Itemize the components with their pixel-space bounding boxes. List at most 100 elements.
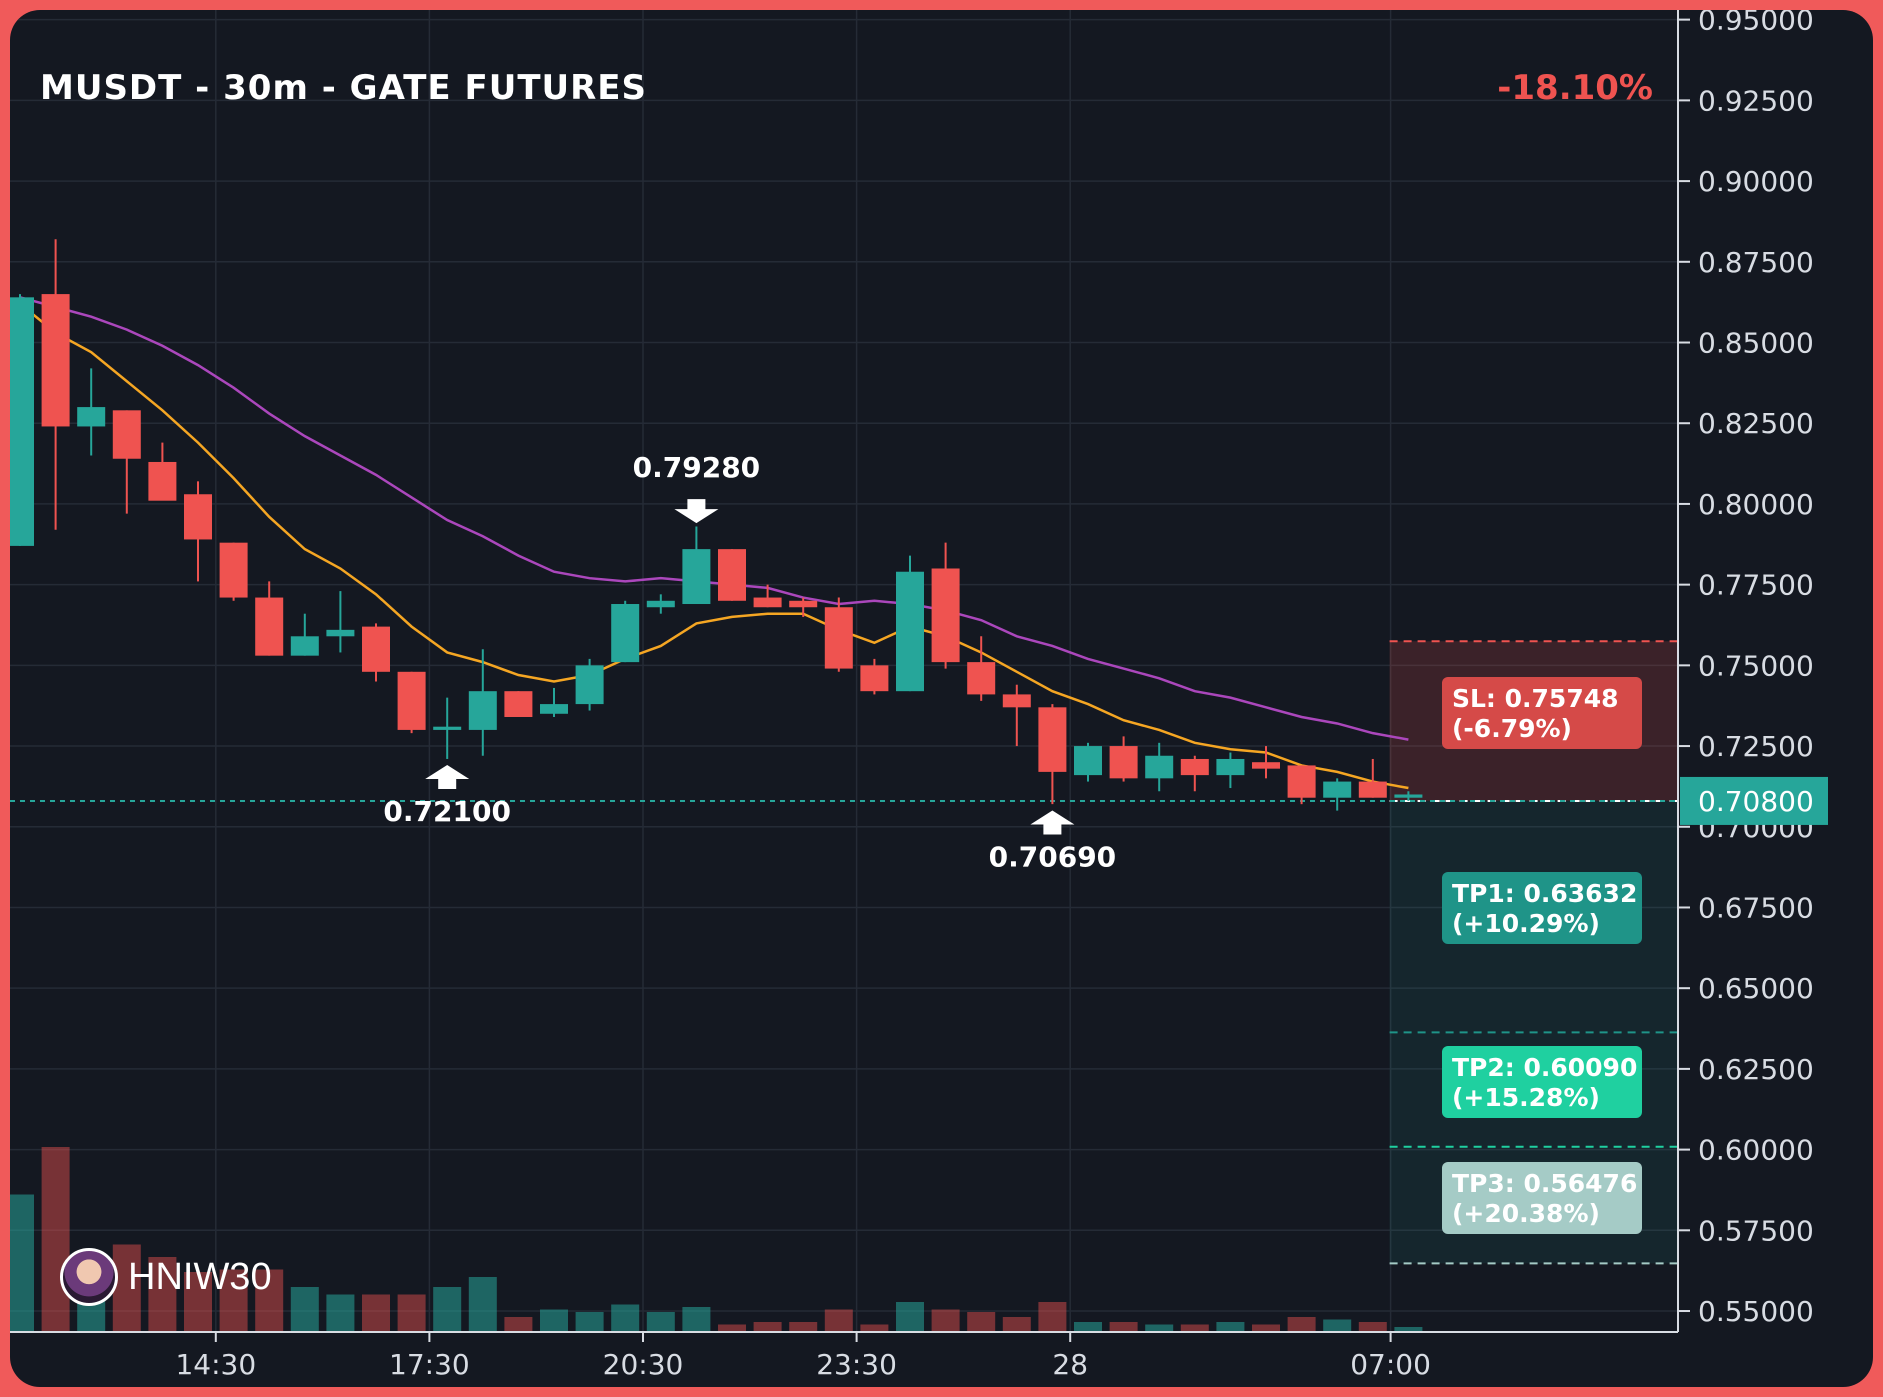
- candle: [1216, 752, 1245, 789]
- candle-body: [1145, 755, 1174, 779]
- tp1-percent: (+10.29%): [1452, 909, 1600, 938]
- y-tick-label: 0.87500: [1698, 246, 1814, 279]
- ma-fast-line: [19, 302, 1409, 790]
- arrow-down-icon: [674, 499, 719, 524]
- x-tick-label: 28: [1052, 1348, 1088, 1381]
- volume-bar: [824, 1309, 853, 1332]
- chart-title: MUSDT - 30m - GATE FUTURES: [40, 68, 648, 108]
- candle-body: [219, 542, 248, 598]
- candle-body: [646, 600, 675, 608]
- sl-percent: (-6.79%): [1452, 714, 1572, 743]
- candle-body: [682, 549, 711, 605]
- volume-bar: [682, 1307, 711, 1332]
- candle: [184, 481, 212, 582]
- candle: [10, 294, 34, 546]
- candle: [41, 239, 70, 530]
- candle: [148, 442, 177, 501]
- candle-body: [326, 629, 355, 637]
- candle: [112, 410, 141, 514]
- volume-bar: [362, 1294, 390, 1332]
- candle: [1145, 742, 1174, 792]
- candle-body: [290, 636, 319, 656]
- volume-bar: [896, 1302, 924, 1332]
- candle-body: [1109, 746, 1138, 779]
- candle-body: [967, 662, 996, 695]
- candle-body: [896, 571, 924, 692]
- y-tick-label: 0.57500: [1698, 1214, 1814, 1247]
- candle-body: [1180, 758, 1209, 776]
- volume-bar: [255, 1269, 284, 1332]
- candle-body: [504, 691, 533, 718]
- candle-body: [860, 665, 889, 692]
- candle: [718, 549, 746, 601]
- tp3-label: TP3: 0.56476: [1452, 1169, 1637, 1198]
- x-tick-label: 23:30: [816, 1348, 897, 1381]
- candle: [1002, 684, 1031, 747]
- volume-bar: [540, 1309, 568, 1332]
- y-tick-label: 0.82500: [1698, 407, 1814, 440]
- candle-body: [362, 626, 390, 672]
- candle-body: [1252, 762, 1280, 769]
- candle: [860, 658, 889, 695]
- volume-bar: [575, 1312, 604, 1332]
- candle: [1109, 736, 1138, 782]
- candle: [290, 613, 319, 656]
- sl-label: SL: 0.75748: [1452, 684, 1619, 713]
- candle: [611, 600, 640, 663]
- candle: [931, 542, 960, 669]
- candle: [1180, 755, 1209, 792]
- candle-body: [753, 597, 782, 608]
- candle-body: [397, 671, 426, 730]
- candle-body: [148, 461, 177, 501]
- candle-body: [575, 665, 604, 705]
- tp1-label: TP1: 0.63632: [1452, 879, 1637, 908]
- candle: [219, 542, 248, 601]
- current-price-label: 0.70800: [1698, 785, 1814, 818]
- candle: [77, 368, 106, 456]
- brand-name: HNIW30: [128, 1255, 272, 1298]
- tp1-box: [1442, 872, 1642, 944]
- candle-body: [540, 704, 568, 714]
- volume-bar: [1394, 1327, 1423, 1332]
- candle: [1038, 704, 1067, 805]
- candle-body: [824, 607, 853, 669]
- x-tick-label: 07:00: [1350, 1348, 1431, 1381]
- y-tick-label: 0.90000: [1698, 165, 1814, 198]
- y-tick-label: 0.75000: [1698, 649, 1814, 682]
- tp3-percent: (+20.38%): [1452, 1199, 1600, 1228]
- candle-body: [789, 600, 818, 608]
- candle: [540, 687, 568, 718]
- candle: [646, 594, 675, 614]
- price-chart[interactable]: 0.95000 0.92500 0.90000 0.87500 0.85000 0.825…: [10, 10, 1873, 1387]
- volume-bar: [1323, 1319, 1352, 1332]
- candle: [967, 636, 996, 701]
- tp3-box: [1442, 1162, 1642, 1234]
- candle: [362, 623, 390, 682]
- volume-bar: [468, 1277, 497, 1332]
- tp2-percent: (+15.28%): [1452, 1083, 1600, 1112]
- y-tick-label: 0.85000: [1698, 327, 1814, 360]
- y-tick-label: 0.60000: [1698, 1134, 1814, 1167]
- volume-bar: [1145, 1324, 1174, 1332]
- price-annotation: 0.72100: [383, 795, 511, 828]
- y-tick-label: 0.92500: [1698, 84, 1814, 117]
- candle-body: [77, 407, 106, 427]
- candle-body: [468, 691, 497, 730]
- volume-bar: [1180, 1324, 1209, 1332]
- y-tick-label: 0.80000: [1698, 488, 1814, 521]
- volume-bar: [326, 1294, 355, 1332]
- volume-bar: [433, 1287, 462, 1332]
- candle-body: [611, 604, 640, 663]
- volume-bar: [1074, 1322, 1102, 1332]
- volume-bar: [1109, 1322, 1138, 1332]
- volume-bar: [41, 1147, 70, 1332]
- volume-bar: [504, 1317, 533, 1332]
- candle: [1287, 765, 1316, 805]
- candle: [1323, 778, 1352, 811]
- candle: [682, 526, 711, 605]
- volume-bar: [860, 1324, 889, 1332]
- volume-bar: [10, 1194, 34, 1332]
- y-tick-label: 0.67500: [1698, 891, 1814, 924]
- x-tick-label: 17:30: [389, 1348, 470, 1381]
- change-percent: -18.10%: [1497, 68, 1653, 108]
